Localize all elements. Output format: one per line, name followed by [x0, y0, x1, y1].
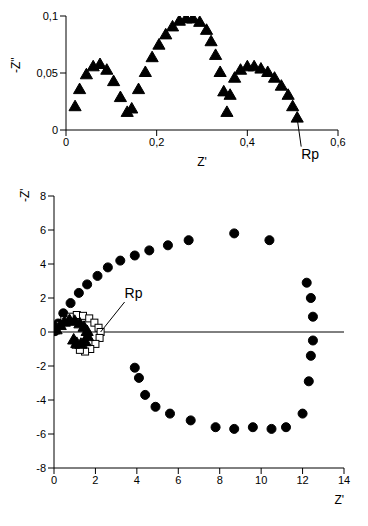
svg-text:0,1: 0,1	[43, 10, 58, 22]
svg-text:0: 0	[63, 136, 69, 148]
svg-text:0: 0	[52, 124, 58, 136]
svg-text:-8: -8	[36, 462, 46, 474]
svg-text:2: 2	[92, 474, 98, 486]
svg-text:Z': Z'	[197, 155, 207, 169]
svg-text:0: 0	[40, 326, 46, 338]
svg-text:-6: -6	[36, 428, 46, 440]
svg-text:6: 6	[175, 474, 181, 486]
svg-text:0,2: 0,2	[149, 136, 164, 148]
svg-text:0,05: 0,05	[37, 67, 58, 79]
svg-text:Rp: Rp	[301, 146, 319, 162]
svg-text:Z': Z'	[334, 493, 344, 507]
svg-text:4: 4	[134, 474, 140, 486]
svg-text:0,4: 0,4	[240, 136, 255, 148]
svg-text:-2: -2	[36, 360, 46, 372]
svg-text:4: 4	[40, 258, 46, 270]
svg-text:8: 8	[217, 474, 223, 486]
svg-text:-4: -4	[36, 394, 46, 406]
svg-text:6: 6	[40, 224, 46, 236]
svg-text:0: 0	[51, 474, 57, 486]
svg-text:-Z": -Z"	[18, 188, 32, 202]
svg-text:-Z": -Z"	[9, 57, 23, 73]
svg-text:2: 2	[40, 292, 46, 304]
svg-text:10: 10	[255, 474, 267, 486]
svg-text:0,6: 0,6	[330, 136, 345, 148]
svg-text:8: 8	[40, 190, 46, 202]
svg-text:Rp: Rp	[125, 285, 143, 301]
svg-text:14: 14	[338, 474, 350, 486]
svg-text:12: 12	[296, 474, 308, 486]
